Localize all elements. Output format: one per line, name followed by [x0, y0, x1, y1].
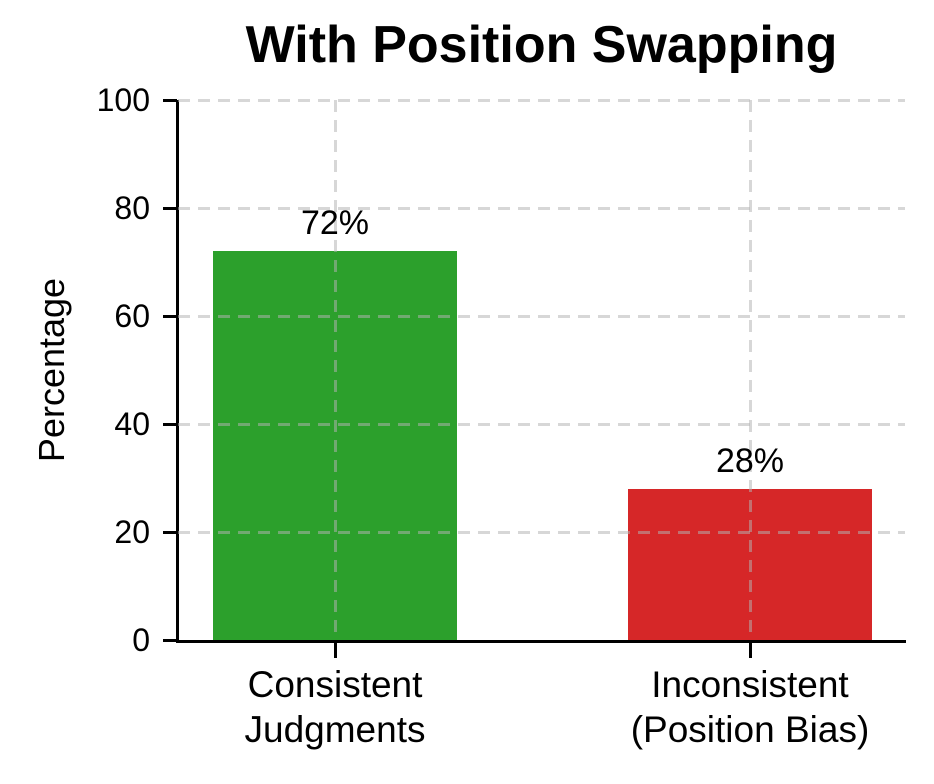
- x-tick-label: Inconsistent (Position Bias): [630, 664, 870, 750]
- grid-line-horizontal: [178, 530, 905, 534]
- x-tick-mark: [333, 643, 337, 658]
- plot-area: 72% 28%: [178, 98, 905, 640]
- y-tick-label: 20: [114, 514, 150, 550]
- y-axis-spine: [176, 100, 179, 643]
- grid-line-vertical: [333, 100, 337, 640]
- bar-labels-layer: 72% 28%: [178, 100, 905, 640]
- y-tick-label: 100: [96, 82, 150, 118]
- bar-value-label: 28%: [715, 441, 785, 480]
- grid-layer: [178, 98, 905, 640]
- y-tick-label: 80: [114, 190, 150, 226]
- grid-line-horizontal: [178, 98, 905, 102]
- grid-line-horizontal: [178, 422, 905, 426]
- x-tick-mark: [748, 643, 752, 658]
- y-tick-label: 60: [114, 298, 150, 334]
- y-tick-label: 0: [132, 622, 150, 658]
- grid-line-vertical: [748, 100, 752, 640]
- x-tick-label: Consistent Judgments: [244, 664, 426, 750]
- x-axis-spine: [176, 640, 906, 643]
- y-tick-mark: [163, 638, 177, 642]
- y-tick-mark: [163, 314, 177, 318]
- bar-value-label: 72%: [300, 204, 370, 243]
- y-tick-mark: [163, 98, 177, 102]
- y-tick-mark: [163, 206, 177, 210]
- grid-line-horizontal: [178, 314, 905, 318]
- y-tick-mark: [163, 422, 177, 426]
- chart-title: With Position Swapping: [245, 16, 838, 74]
- y-tick-label: 40: [114, 406, 150, 442]
- y-tick-mark: [163, 530, 177, 534]
- grid-line-horizontal: [178, 206, 905, 210]
